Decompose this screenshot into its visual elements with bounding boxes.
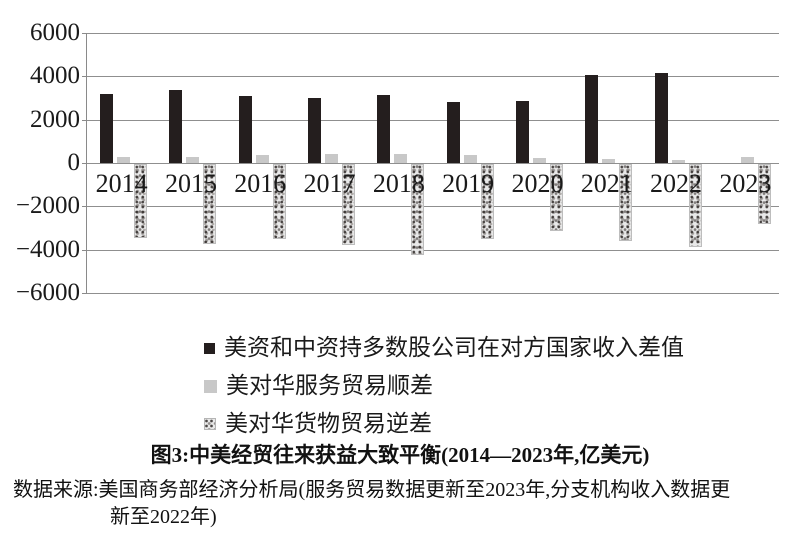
bar-income-diff-2020 <box>515 100 529 163</box>
x-axis-label-2019: 2019 <box>442 169 495 198</box>
y-axis-label--4000: −4000 <box>15 235 80 263</box>
plot-area: 2014 2015 2016 2017 2018 2019 2020 2021 2022 2023 <box>82 33 779 294</box>
bar-goods-deficit-2017 <box>342 164 356 246</box>
data-source-line-2: 新至2022年) <box>110 506 217 528</box>
y-axis-label-4000: 4000 <box>30 62 80 90</box>
y-axis-tick <box>82 76 87 78</box>
x-axis-label-2018: 2018 <box>372 169 425 198</box>
bar-services-surplus-2021 <box>602 158 616 163</box>
x-axis-label-2016: 2016 <box>234 169 287 198</box>
bar-services-surplus-2019 <box>463 155 477 163</box>
bar-goods-deficit-2015 <box>203 164 217 244</box>
legend-item-services-surplus: 美对华服务贸易顺差 <box>204 367 684 405</box>
bar-services-surplus-2016 <box>255 154 269 163</box>
bar-income-diff-2019 <box>446 101 460 163</box>
gridline--2000 <box>87 206 779 208</box>
x-axis-label-2015: 2015 <box>164 169 217 198</box>
x-axis-label-2021: 2021 <box>580 169 633 198</box>
bar-income-diff-2022 <box>654 73 668 163</box>
bar-goods-deficit-2018 <box>411 164 425 255</box>
legend-swatch-gray-icon <box>204 379 217 393</box>
x-axis-label-2020: 2020 <box>511 169 564 198</box>
bar-goods-deficit-2020 <box>549 164 563 232</box>
gridline-0 <box>87 163 779 164</box>
bar-income-diff-2016 <box>238 95 252 163</box>
x-axis-label-2022: 2022 <box>650 169 703 198</box>
gridline-4000 <box>87 76 779 78</box>
legend-label-goods-deficit: 美对华货物贸易逆差 <box>225 411 432 436</box>
bar-services-surplus-2015 <box>186 156 200 163</box>
x-axis-label-2017: 2017 <box>303 169 356 198</box>
gridline--6000 <box>87 293 779 294</box>
y-axis-label--6000: −6000 <box>15 279 80 306</box>
legend-item-goods-deficit: 美对华货物贸易逆差 <box>204 405 684 443</box>
legend-item-income-diff: 美资和中资持多数股公司在对方国家收入差值 <box>204 329 684 367</box>
gridline--4000 <box>87 249 779 251</box>
bar-goods-deficit-2019 <box>480 164 494 239</box>
y-axis-tick <box>82 33 87 34</box>
bar-income-diff-2021 <box>585 75 599 163</box>
bar-income-diff-2014 <box>100 93 114 163</box>
legend: 美资和中资持多数股公司在对方国家收入差值 美对华服务贸易顺差 美对华货物贸易逆差 <box>204 329 684 443</box>
gridline-6000 <box>87 33 779 34</box>
legend-label-income-diff: 美资和中资持多数股公司在对方国家收入差值 <box>224 335 684 360</box>
y-axis-tick <box>82 163 87 164</box>
bar-services-surplus-2023 <box>740 156 754 163</box>
data-source-line-1: 数据来源:美国商务部经济分析局(服务贸易数据更新至2023年,分支机构收入数据更 <box>13 479 731 501</box>
gridline-2000 <box>87 119 779 121</box>
bar-goods-deficit-2023 <box>757 164 771 225</box>
bar-goods-deficit-2022 <box>688 164 702 247</box>
bar-services-surplus-2018 <box>394 154 408 163</box>
x-axis-label-2014: 2014 <box>95 169 148 198</box>
bar-services-surplus-2022 <box>671 159 685 163</box>
bar-income-diff-2017 <box>308 98 322 163</box>
y-axis-label-2000: 2000 <box>30 105 80 133</box>
figure-caption: 图3:中美经贸往来获益大致平衡(2014—2023年,亿美元) <box>150 443 650 467</box>
y-axis-label-6000: 6000 <box>30 19 80 46</box>
y-axis-tick <box>82 206 87 208</box>
y-axis-tick <box>82 293 87 294</box>
bar-income-diff-2015 <box>169 90 183 163</box>
legend-label-services-surplus: 美对华服务贸易顺差 <box>226 373 433 398</box>
bar-income-diff-2018 <box>377 94 391 163</box>
bar-goods-deficit-2014 <box>134 164 148 239</box>
bar-goods-deficit-2021 <box>619 164 633 241</box>
legend-swatch-texture-icon <box>204 418 216 430</box>
x-axis-label-2023: 2023 <box>719 169 772 198</box>
bar-goods-deficit-2016 <box>272 164 286 240</box>
y-axis-tick <box>82 249 87 251</box>
bar-services-surplus-2020 <box>532 157 546 163</box>
y-axis-label-0: 0 <box>67 149 81 176</box>
legend-swatch-black-icon <box>204 342 215 354</box>
bar-services-surplus-2017 <box>325 154 339 163</box>
bar-services-surplus-2014 <box>117 156 131 163</box>
y-axis-tick <box>82 119 87 121</box>
y-axis-label--2000: −2000 <box>15 192 80 220</box>
